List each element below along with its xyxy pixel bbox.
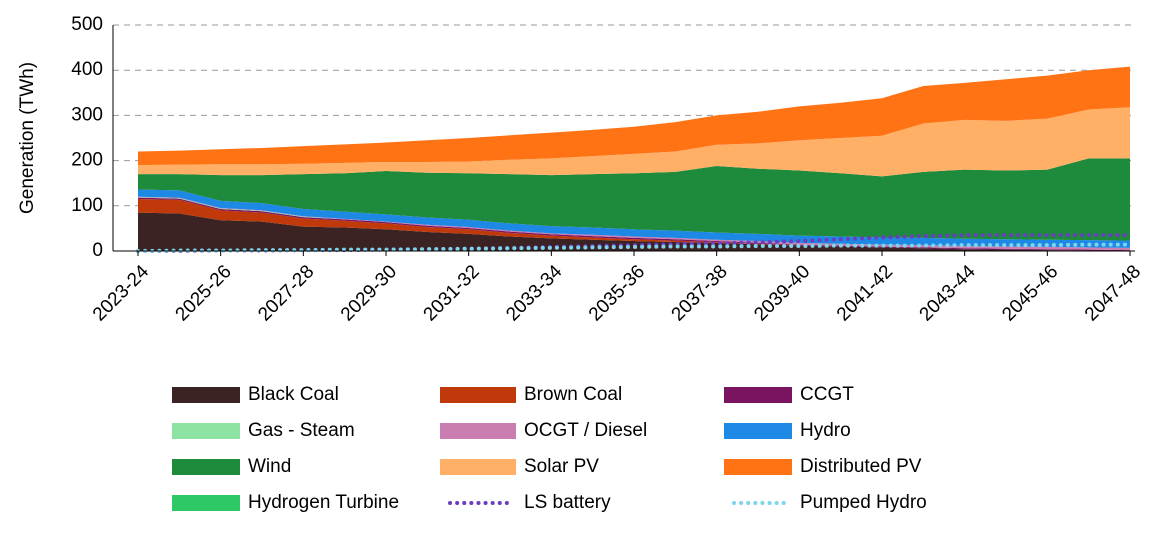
x-tick-label: 2041-42 (833, 261, 897, 325)
x-tick-label: 2025-26 (172, 261, 236, 325)
legend-label: Distributed PV (800, 456, 922, 477)
x-tick-label: 2047-48 (1081, 261, 1145, 325)
legend-label: Pumped Hydro (800, 492, 927, 513)
x-tick-label: 2033-34 (502, 261, 566, 325)
area (138, 189, 1130, 248)
legend-swatch (172, 423, 240, 439)
legend-label: OCGT / Diesel (524, 420, 647, 441)
x-tick-label: 2045-46 (998, 261, 1062, 325)
legend-swatch (440, 423, 516, 439)
x-tick-label: 2031-32 (420, 261, 484, 325)
legend-swatch (172, 459, 240, 475)
legend-swatch (172, 387, 240, 403)
y-tick-label: 400 (71, 59, 103, 80)
y-tick-label: 500 (71, 14, 103, 35)
legend-label: Solar PV (524, 456, 599, 477)
legend-label: CCGT (800, 384, 854, 405)
legend-label: LS battery (524, 492, 611, 513)
area (138, 107, 1130, 177)
line (136, 242, 1132, 253)
legend-label: Gas - Steam (248, 420, 355, 441)
y-tick-label: 200 (71, 150, 103, 171)
legend-label: Wind (248, 456, 291, 477)
x-tick-label: 2023-24 (89, 261, 153, 325)
legend-swatch (172, 495, 240, 511)
y-tick-label: 300 (71, 104, 103, 125)
legend-swatch (724, 387, 792, 403)
x-tick-label: 2037-38 (668, 261, 732, 325)
x-tick-label: 2035-36 (585, 261, 649, 325)
legend-swatch (724, 459, 792, 475)
y-tick-label: 100 (71, 195, 103, 216)
area (138, 199, 1130, 251)
legend-swatch (440, 459, 516, 475)
area (138, 158, 1130, 241)
legend-label: Hydro (800, 420, 851, 441)
y-tick-label: 0 (92, 240, 103, 261)
area (138, 66, 1130, 166)
x-tick-label: 2027-28 (254, 261, 318, 325)
x-tick-label: 2039-40 (750, 261, 814, 325)
legend-swatch (440, 387, 516, 403)
x-tick-label: 2043-44 (916, 261, 980, 325)
legend-label: Brown Coal (524, 384, 622, 405)
y-axis-title: Generation (TWh) (17, 62, 38, 214)
area (138, 212, 1130, 251)
legend-label: Hydrogen Turbine (248, 492, 399, 513)
legend-swatch (724, 423, 792, 439)
x-tick-label: 2029-30 (337, 261, 401, 325)
legend-label: Black Coal (248, 384, 339, 405)
